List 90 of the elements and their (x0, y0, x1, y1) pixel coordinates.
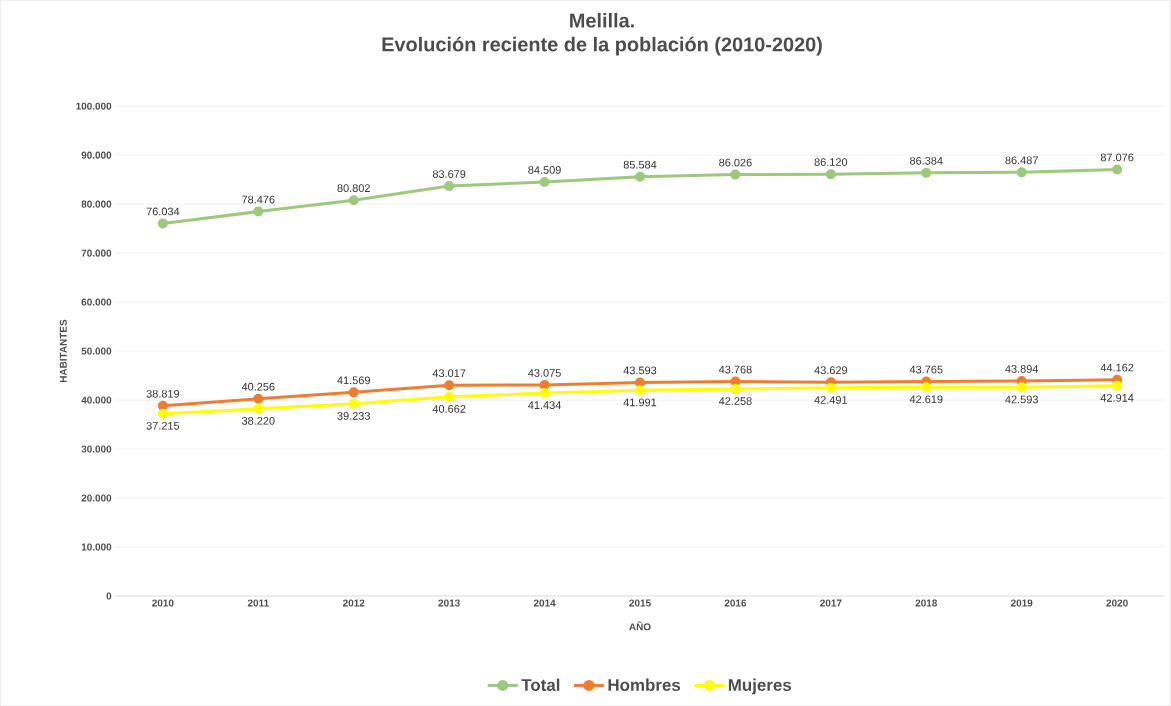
data-label: 76.034 (146, 207, 180, 216)
data-label: 43.765 (909, 365, 943, 374)
data-label: 86.384 (909, 156, 943, 165)
y-tick-label: 30.000 (81, 445, 112, 453)
y-tick-label: 90.000 (81, 151, 112, 159)
legend-label: Mujeres (728, 678, 792, 695)
data-label: 87.076 (1100, 153, 1134, 162)
data-label: 86.026 (719, 158, 752, 167)
y-tick-label: 50.000 (81, 347, 112, 355)
data-label: 42.258 (718, 397, 752, 405)
data-label: 43.593 (623, 366, 657, 375)
data-label: 43.075 (528, 368, 561, 377)
point (1112, 164, 1123, 175)
data-label: 40.662 (432, 404, 466, 413)
point (348, 398, 359, 409)
data-label: 42.619 (909, 395, 943, 404)
point (157, 218, 168, 229)
point (1016, 382, 1027, 393)
x-axis-title: AÑO (629, 621, 651, 631)
x-tick-label: 2015 (629, 599, 651, 607)
point (444, 380, 455, 391)
point (1016, 167, 1027, 178)
data-label: 83.679 (432, 170, 466, 178)
y-tick-label: 40.000 (81, 396, 112, 404)
y-axis-title: HABITANTES (59, 319, 67, 383)
data-label: 84.509 (528, 166, 561, 174)
x-tick-label: 2014 (533, 599, 556, 607)
data-label: 42.593 (1005, 395, 1038, 404)
x-tick-label: 2020 (1106, 599, 1128, 607)
data-label: 39.233 (337, 411, 370, 420)
data-label: 86.487 (1005, 156, 1038, 165)
data-label: 85.584 (623, 160, 657, 169)
point (634, 171, 645, 182)
data-label: 41.991 (623, 398, 657, 407)
data-label: 38.220 (241, 416, 275, 425)
point (730, 169, 741, 180)
point (921, 167, 932, 178)
x-tick-label: 2012 (342, 599, 365, 607)
data-label: 43.017 (432, 369, 466, 378)
point (444, 391, 455, 402)
y-tick-label: 60.000 (81, 298, 112, 306)
point (253, 206, 264, 217)
point (157, 400, 168, 411)
data-label: 44.162 (1100, 363, 1134, 372)
point (921, 382, 932, 393)
y-tick-label: 70.000 (81, 249, 112, 257)
x-tick-label: 2017 (820, 599, 842, 607)
point (634, 377, 645, 388)
x-tick-label: 2019 (1010, 599, 1033, 607)
x-tick-label: 2011 (247, 599, 269, 607)
point (539, 379, 550, 390)
point (444, 181, 455, 192)
data-label: 40.256 (241, 382, 275, 391)
point (825, 169, 836, 180)
data-label: 43.768 (718, 365, 752, 374)
chart-subtitle: Evolución reciente de la población (2010-2020) (382, 36, 822, 56)
data-label: 41.434 (528, 401, 561, 409)
data-label: 38.819 (146, 389, 180, 398)
point (825, 382, 836, 393)
point (157, 408, 168, 419)
data-label: 43.629 (814, 366, 848, 375)
y-tick-label: 10.000 (81, 543, 112, 551)
point (348, 387, 359, 398)
x-tick-label: 2016 (724, 599, 747, 607)
data-label: 43.894 (1005, 364, 1039, 373)
point (348, 195, 359, 206)
y-tick-label: 80.000 (81, 200, 112, 208)
point (539, 176, 550, 187)
legend-label: Total (521, 678, 560, 691)
point (1112, 380, 1123, 391)
chart-title: Melilla. (570, 12, 634, 28)
data-label: 80.802 (337, 184, 370, 192)
x-tick-label: 2010 (152, 599, 174, 607)
point (253, 393, 264, 404)
point (253, 403, 264, 414)
data-label: 42.491 (814, 395, 848, 404)
y-tick-label: 0 (106, 592, 112, 600)
x-tick-label: 2018 (915, 599, 938, 607)
data-label: 78.476 (242, 195, 275, 204)
y-tick-label: 100.000 (76, 102, 112, 110)
point (539, 387, 550, 398)
point (730, 383, 741, 394)
legend-label: Hombres (608, 678, 681, 691)
data-label: 41.569 (337, 376, 370, 385)
data-label: 42.914 (1100, 393, 1134, 402)
x-tick-label: 2013 (438, 599, 460, 607)
y-tick-label: 20.000 (81, 494, 112, 502)
data-label: 86.120 (814, 158, 848, 166)
data-label: 37.215 (146, 421, 180, 430)
point (634, 385, 645, 396)
